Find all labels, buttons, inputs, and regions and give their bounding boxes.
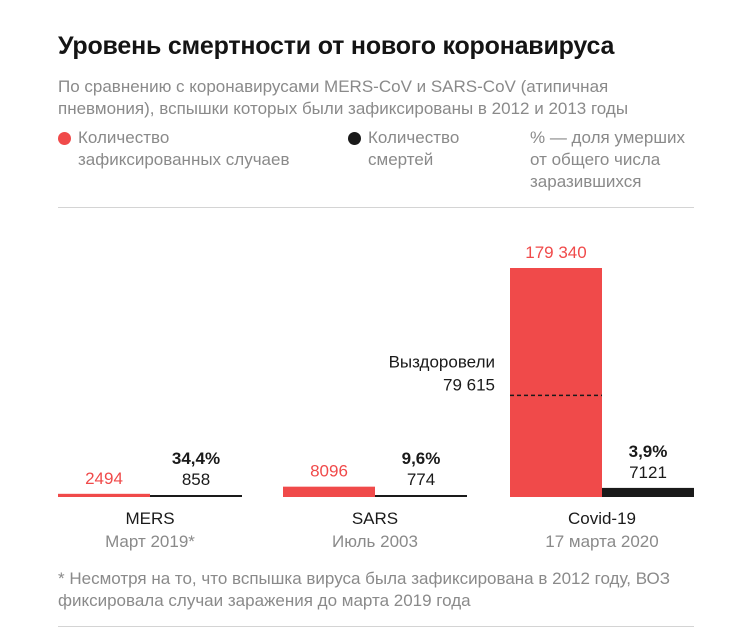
legend-deaths: Количество смертей [348,127,488,171]
chart-subtitle: По сравнению с коронавирусами MERS-CoV и… [58,77,629,118]
legend-deaths-label: Количество смертей [368,128,460,169]
chart-title: Уровень смертности от нового коронавирус… [58,32,615,60]
label-percent-mers: 34,4% [172,449,220,468]
label-cases-mers: 2494 [85,469,123,488]
label-cases-covid-19: 179 340 [525,243,586,262]
category-sars: SARS [352,509,398,528]
legend-deaths-dot [348,132,361,145]
category-mers: MERS [125,509,174,528]
legend-percent-label: % — доля умерших от общего числа заразив… [530,128,685,191]
label-percent-sars: 9,6% [402,449,441,468]
recovered-label: Выздоровели [389,352,495,371]
recovered-value: 79 615 [443,375,495,394]
label-deaths-sars: 774 [407,470,435,489]
label-cases-sars: 8096 [310,462,348,481]
bar-cases-covid-19 [510,268,602,497]
label-deaths-covid-19: 7121 [629,463,667,482]
bar-deaths-covid-19 [602,487,694,497]
legend-cases-label: Количество зафиксированных случаев [78,128,290,169]
label-deaths-mers: 858 [182,470,210,489]
bar-cases-mers [58,493,150,497]
bar-deaths-sars [375,495,467,497]
category-date-mers: Март 2019* [105,532,195,551]
category-covid-19: Covid-19 [568,509,636,528]
legend-cases: Количество зафиксированных случаев [58,127,298,171]
label-percent-covid-19: 3,9% [629,442,668,461]
bar-deaths-mers [150,495,242,497]
category-date-covid-19: 17 марта 2020 [545,532,658,551]
top-divider [58,207,694,208]
legend-cases-dot [58,132,71,145]
bottom-divider [58,626,694,627]
footnote: * Несмотря на то, что вспышка вируса был… [58,569,670,610]
legend-percent: % — доля умерших от общего числа заразив… [530,127,700,193]
category-date-sars: Июль 2003 [332,532,418,551]
bar-cases-sars [283,486,375,497]
